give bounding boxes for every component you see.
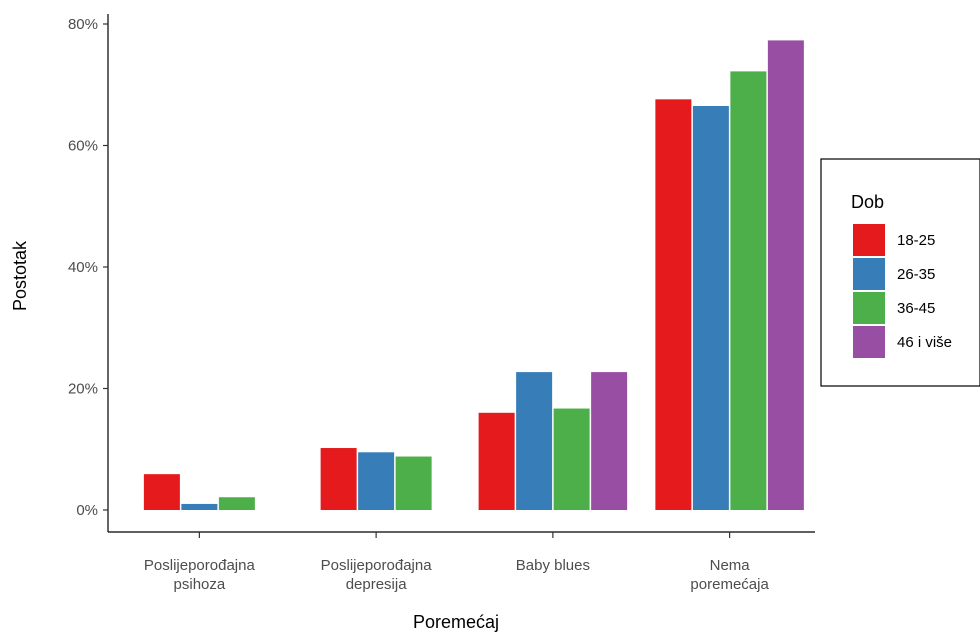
x-tick-label: Poslijeporođajna depresija <box>321 557 433 593</box>
legend-key-18-25 <box>853 224 885 256</box>
x-ticks-group: Poslijeporođajna psihoza Poslijeporođajna d… <box>144 532 769 593</box>
legend-items: 18-25 26-35 36-45 46 i više <box>853 224 952 358</box>
bar-18-25-cat4 <box>655 99 692 510</box>
x-axis-title: Poremećaj <box>413 612 499 632</box>
bar-26-35-cat3 <box>516 372 553 510</box>
legend-key-36-45 <box>853 292 885 324</box>
x-tick-label: Nema poremećaja <box>690 557 769 593</box>
bar-36-45-cat2 <box>395 456 432 510</box>
y-tick-label: 40% <box>68 259 98 276</box>
bar-46-i-više-cat4 <box>767 40 804 511</box>
y-axis-title: Postotak <box>10 240 30 311</box>
bar-36-45-cat4 <box>730 71 767 510</box>
y-tick-label: 20% <box>68 381 98 398</box>
legend-label: 26-35 <box>897 266 935 283</box>
bar-18-25-cat3 <box>478 412 515 510</box>
bar-46-i-više-cat3 <box>591 372 628 510</box>
legend-key-46-i-više <box>853 326 885 358</box>
bar-26-35-cat1 <box>181 503 218 510</box>
bar-18-25-cat2 <box>320 448 357 510</box>
y-tick-label: 0% <box>76 502 98 519</box>
legend-label: 46 i više <box>897 334 952 351</box>
legend-box <box>820 158 980 387</box>
legend: Dob 18-25 26-35 36-45 46 i više <box>820 158 980 387</box>
y-tick-label: 60% <box>68 138 98 155</box>
bar-26-35-cat4 <box>692 106 729 510</box>
x-tick-label: Poslijeporođajna psihoza <box>144 557 256 593</box>
y-tick-label: 80% <box>68 16 98 33</box>
y-ticks-group: 0% 20% 40% 60% 80% <box>68 16 108 519</box>
bars-group <box>143 40 804 511</box>
bar-36-45-cat3 <box>553 408 590 510</box>
bar-18-25-cat1 <box>143 474 180 510</box>
legend-key-26-35 <box>853 258 885 290</box>
bar-26-35-cat2 <box>358 452 395 510</box>
bar-36-45-cat1 <box>218 497 255 510</box>
x-tick-label: Baby blues <box>516 557 590 574</box>
legend-title: Dob <box>851 192 884 212</box>
legend-label: 18-25 <box>897 232 935 249</box>
legend-label: 36-45 <box>897 300 935 317</box>
